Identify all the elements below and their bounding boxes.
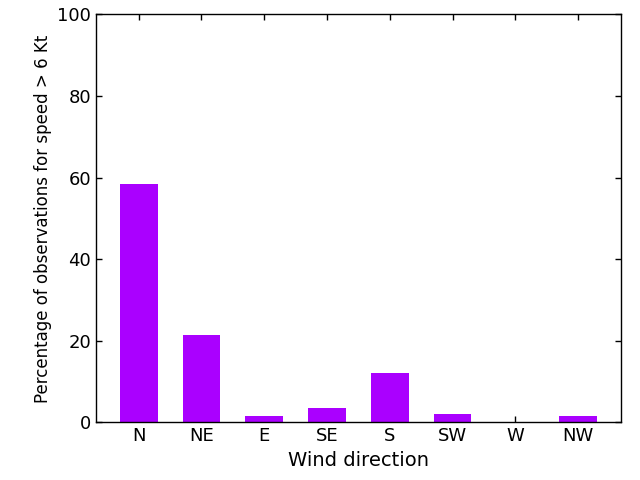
Bar	[182, 335, 220, 422]
Y-axis label: Percentage of observations for speed > 6 Kt: Percentage of observations for speed > 6…	[34, 34, 52, 403]
Bar	[120, 184, 157, 422]
X-axis label: Wind direction: Wind direction	[288, 451, 429, 470]
Bar	[371, 373, 408, 422]
Bar	[245, 416, 283, 422]
Bar	[434, 414, 472, 422]
Bar	[308, 408, 346, 422]
Bar	[559, 416, 597, 422]
